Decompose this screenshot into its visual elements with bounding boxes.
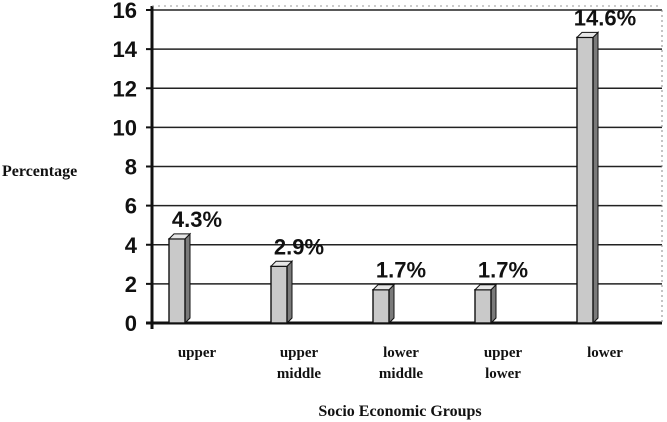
bars (167, 31, 600, 325)
bar-side (490, 283, 497, 325)
bar (372, 289, 390, 324)
bar-side (184, 232, 191, 325)
category-labels: upper upper middle lower middle upper lower low… (178, 345, 623, 382)
data-label: 4.3% (172, 207, 222, 232)
category-label: upper lower (484, 345, 523, 382)
category-label: lower (587, 345, 623, 361)
bar-side (592, 31, 599, 325)
category-label: upper (178, 345, 217, 361)
data-label: 1.7% (376, 258, 426, 283)
y-axis-title: Percentage (2, 163, 77, 180)
bar (168, 238, 186, 324)
category-label: lower middle (379, 345, 424, 382)
y-tick-label: 14 (113, 37, 138, 62)
bar-side (388, 283, 395, 325)
y-tick-label: 0 (125, 311, 137, 336)
bar-top (371, 284, 396, 291)
bar-top (269, 260, 294, 267)
bar-top (473, 284, 498, 291)
y-tick-label: 12 (113, 76, 137, 101)
category-label: upper middle (277, 345, 322, 382)
y-tick-label: 6 (125, 194, 137, 219)
y-tick-label: 2 (125, 272, 137, 297)
bar (474, 289, 492, 324)
bar-side (286, 260, 293, 325)
bar (270, 265, 288, 324)
bar-top (167, 233, 192, 240)
x-axis-title: Socio Economic Groups (318, 403, 481, 420)
data-label: 14.6% (574, 5, 636, 30)
bar-top (575, 31, 600, 38)
data-label: 2.9% (274, 234, 324, 259)
y-tick-label: 16 (113, 0, 137, 23)
y-tick-label: 8 (125, 155, 137, 180)
data-label: 1.7% (478, 258, 528, 283)
data-labels: 4.3% 2.9% 1.7% 1.7% 14.6% (172, 5, 636, 282)
bar (576, 36, 594, 324)
gridlines (152, 9, 662, 285)
y-tick-labels: 0 2 4 6 8 10 12 14 16 (113, 0, 152, 336)
y-tick-label: 10 (113, 115, 137, 140)
y-tick-label: 4 (125, 233, 138, 258)
